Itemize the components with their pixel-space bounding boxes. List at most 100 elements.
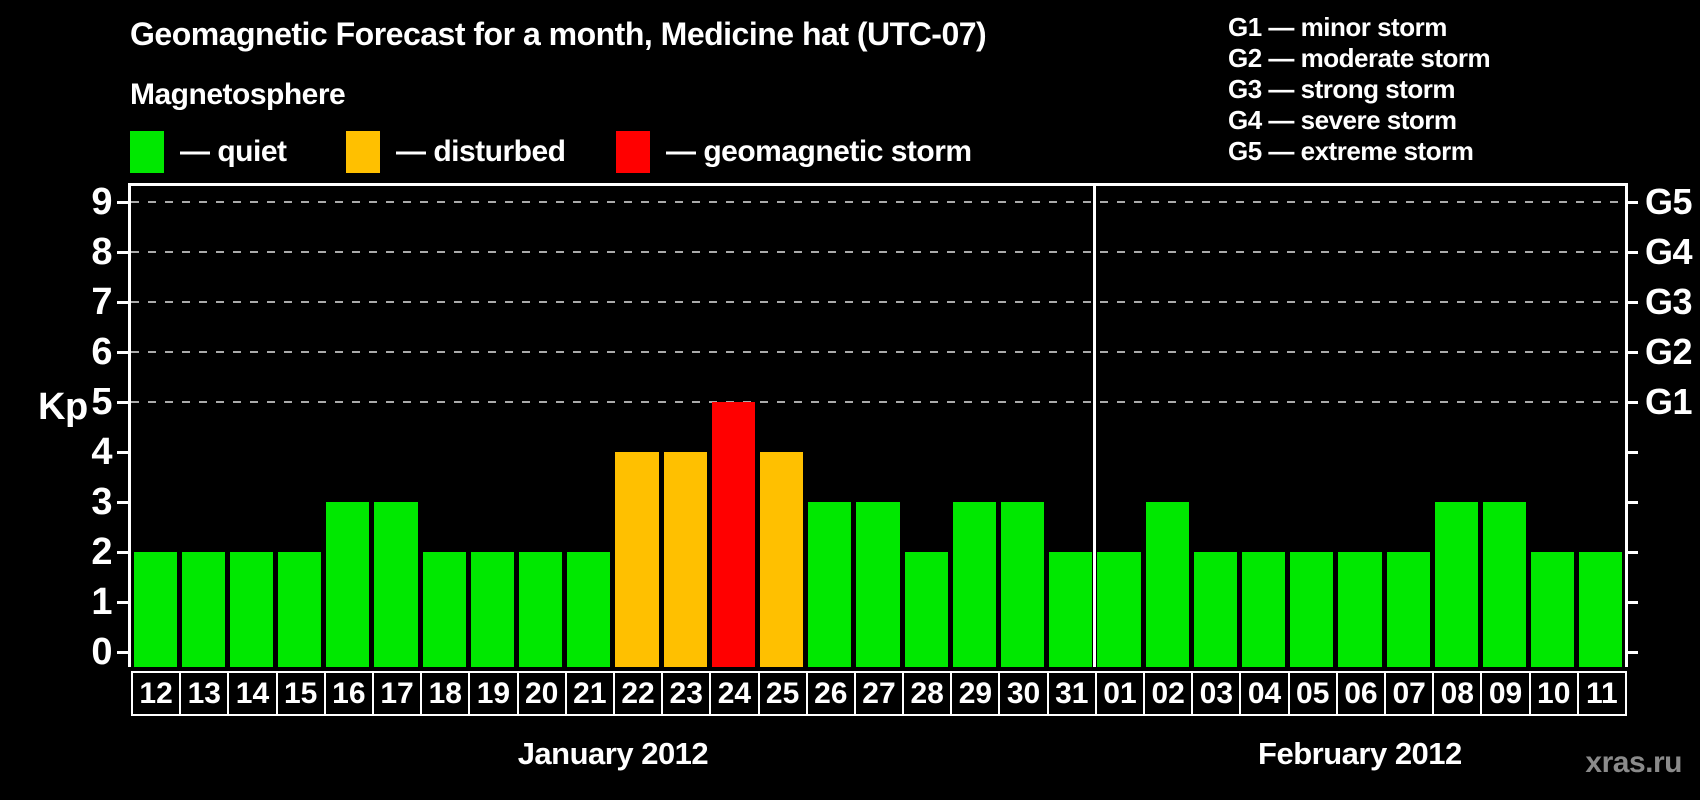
kp-bar-january-14 <box>229 552 274 667</box>
y-axis-label-9: 9 <box>91 181 112 223</box>
kp-bar-january-20 <box>519 552 563 667</box>
day-label-cell-19: 19 <box>468 671 519 716</box>
g1-legend-line: G1 — minor storm <box>1228 12 1447 42</box>
kp-bar-february-07 <box>1386 552 1430 667</box>
gridline-kp5 <box>131 401 1625 403</box>
kp-bar-january-28 <box>904 552 948 667</box>
right-tick-kp1 <box>1625 601 1638 604</box>
right-tick-kp5 <box>1625 401 1638 404</box>
y-axis-label-5: 5 <box>91 381 112 423</box>
day-label-cell-16: 16 <box>323 671 374 716</box>
quiet-color-swatch <box>130 131 164 173</box>
g2-legend-line: G2 — moderate storm <box>1228 43 1491 73</box>
watermark: xras.ru <box>1585 746 1682 779</box>
kp-bar-january-24 <box>711 402 755 667</box>
kp-bar-february-02 <box>1145 502 1189 667</box>
right-tick-kp9 <box>1625 201 1638 204</box>
right-tick-kp2 <box>1625 551 1638 554</box>
g-scale-legend: G1 — minor storm G2 — moderate storm G3 … <box>1228 12 1491 167</box>
right-axis-label-g2: G2 <box>1645 331 1693 372</box>
kp-bar-january-31 <box>1049 552 1093 667</box>
legend-item-quiet: — quiet <box>130 131 287 173</box>
kp-bar-january-17 <box>374 502 418 667</box>
kp-bar-january-25 <box>760 452 804 667</box>
day-label-cell-11: 11 <box>1576 671 1627 716</box>
y-axis-label-2: 2 <box>91 531 112 573</box>
y-axis-label-7: 7 <box>91 281 112 323</box>
plot-area <box>128 183 1628 667</box>
y-axis-label-1: 1 <box>91 581 112 623</box>
gridline-kp7 <box>131 301 1625 303</box>
legend-label-storm: — geomagnetic storm <box>666 135 972 168</box>
day-label-cell-09: 09 <box>1480 671 1531 716</box>
kp-bar-february-08 <box>1434 502 1478 667</box>
left-tick-kp7 <box>117 301 130 304</box>
day-label-cell-20: 20 <box>516 671 567 716</box>
right-axis-label-g5: G5 <box>1645 181 1693 222</box>
left-tick-kp9 <box>117 201 130 204</box>
kp-bar-february-11 <box>1579 552 1623 667</box>
day-label-cell-15: 15 <box>275 671 326 716</box>
right-axis-label-g1: G1 <box>1645 381 1693 422</box>
day-label-cell-29: 29 <box>950 671 1001 716</box>
kp-bar-january-21 <box>567 552 611 667</box>
day-label-cell-12: 12 <box>131 671 182 716</box>
day-label-cell-01: 01 <box>1094 671 1146 716</box>
disturbed-color-swatch <box>346 131 380 173</box>
kp-bar-january-22 <box>615 452 659 667</box>
legend-item-disturbed: — disturbed <box>346 131 566 173</box>
kp-bar-january-27 <box>856 502 900 667</box>
day-label-cell-14: 14 <box>227 671 278 716</box>
right-axis-label-g4: G4 <box>1645 231 1693 272</box>
day-label-cell-18: 18 <box>420 671 471 716</box>
day-label-cell-13: 13 <box>179 671 230 716</box>
y-axis-label-6: 6 <box>91 331 112 373</box>
right-tick-kp0 <box>1625 651 1638 654</box>
y-axis-label-3: 3 <box>91 481 112 523</box>
left-tick-kp1 <box>117 601 130 604</box>
right-tick-kp8 <box>1625 251 1638 254</box>
left-tick-kp6 <box>117 351 130 354</box>
chart-title: Geomagnetic Forecast for a month, Medici… <box>130 16 987 52</box>
kp-bar-january-30 <box>1000 502 1045 667</box>
left-tick-kp3 <box>117 501 130 504</box>
kp-bar-february-01 <box>1097 552 1141 667</box>
y-axis-label-0: 0 <box>91 631 112 673</box>
storm-color-swatch <box>616 131 650 173</box>
kp-bar-february-10 <box>1531 552 1575 667</box>
y-axis-title: Kp <box>38 386 88 428</box>
day-label-cell-05: 05 <box>1287 671 1338 716</box>
day-label-cell-17: 17 <box>371 671 423 716</box>
day-label-cell-04: 04 <box>1239 671 1290 716</box>
right-axis-label-g3: G3 <box>1645 281 1693 322</box>
kp-bar-january-23 <box>663 452 707 667</box>
day-label-cell-21: 21 <box>564 671 615 716</box>
month-label-february: February 2012 <box>1258 736 1462 771</box>
day-label-cell-08: 08 <box>1432 671 1483 716</box>
gridline-kp9 <box>131 201 1625 203</box>
right-tick-kp3 <box>1625 501 1638 504</box>
right-tick-kp7 <box>1625 301 1638 304</box>
kp-bar-february-05 <box>1290 552 1334 667</box>
kp-bar-january-18 <box>422 552 466 667</box>
legend-item-storm: — geomagnetic storm <box>616 131 972 173</box>
day-label-cell-30: 30 <box>998 671 1049 716</box>
day-label-cell-10: 10 <box>1528 671 1579 716</box>
day-label-cell-23: 23 <box>661 671 712 716</box>
g3-legend-line: G3 — strong storm <box>1228 74 1455 104</box>
left-tick-kp4 <box>117 451 130 454</box>
day-label-cell-28: 28 <box>902 671 953 716</box>
left-tick-kp5 <box>117 401 130 404</box>
kp-bar-january-13 <box>181 552 225 667</box>
kp-bar-january-12 <box>133 552 177 667</box>
y-axis-label-4: 4 <box>91 431 112 473</box>
kp-bar-february-09 <box>1482 502 1527 667</box>
day-label-cell-02: 02 <box>1143 671 1194 716</box>
y-axis-label-8: 8 <box>91 231 112 273</box>
day-label-cell-25: 25 <box>757 671 808 716</box>
day-label-cell-22: 22 <box>612 671 664 716</box>
right-tick-kp6 <box>1625 351 1638 354</box>
kp-bar-january-16 <box>326 502 370 667</box>
month-separator <box>1093 183 1097 667</box>
